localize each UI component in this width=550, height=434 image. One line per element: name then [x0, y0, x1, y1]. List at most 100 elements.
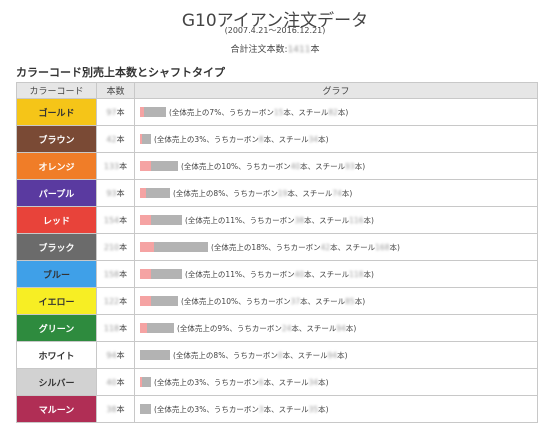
steel-count: 168: [375, 242, 390, 252]
note-prefix: (全体売上の10%、うちカーボン: [181, 296, 291, 306]
count-cell: 158本: [96, 260, 135, 288]
steel-count: 93: [345, 161, 355, 171]
carbon-count: 0: [277, 350, 283, 360]
total-orders: 合計注文本数:1411本: [0, 42, 550, 55]
share-note: (全体売上の10%、うちカーボン37本、スチール85本): [181, 297, 365, 306]
steel-count: 82: [328, 107, 338, 117]
carbon-bar: [140, 269, 151, 279]
note-suffix: 本): [318, 404, 329, 414]
count-unit: 本: [119, 269, 128, 279]
graph-cell: (全体売上の3%、うちカーボン6本、スチール34本): [134, 368, 538, 396]
share-bar: [140, 269, 182, 279]
table-row: グリーン 118本 (全体売上の9%、うちカーボン24本、スチール94本): [16, 314, 538, 342]
note-prefix: (全体売上の3%、うちカーボン: [154, 404, 259, 414]
count-value: 122: [103, 296, 120, 306]
table-header-row: カラーコード 本数 グラフ: [16, 82, 538, 99]
graph-cell: (全体売上の8%、うちカーボン19本、スチール74本): [134, 179, 538, 207]
table-row: ゴールド 97本 (全体売上の7%、うちカーボン15本、スチール82本): [16, 98, 538, 126]
carbon-count: 40: [290, 161, 301, 171]
count-unit: 本: [116, 377, 125, 387]
note-suffix: 本): [341, 188, 353, 198]
note-suffix: 本): [354, 296, 366, 306]
note-suffix: 本): [337, 350, 348, 360]
share-bar: [140, 107, 166, 117]
graph-cell: (全体売上の10%、うちカーボン37本、スチール85本): [134, 287, 538, 315]
carbon-bar: [140, 215, 151, 225]
total-unit: 本: [310, 45, 320, 55]
color-name: ブラック: [16, 233, 97, 261]
graph-cell: (全体売上の11%、うちカーボン38本、スチール116本): [134, 206, 538, 234]
share-bar: [140, 404, 151, 414]
count-value: 133: [103, 161, 120, 171]
share-note: (全体売上の7%、うちカーボン15本、スチール82本): [169, 108, 348, 117]
count-value: 93: [106, 188, 117, 198]
color-name: パープル: [16, 179, 97, 207]
count-unit: 本: [119, 242, 128, 252]
note-prefix: (全体売上の3%、うちカーボン: [154, 134, 259, 144]
table-row: ブラウン 42本 (全体売上の3%、うちカーボン8本、スチール34本): [16, 125, 538, 153]
carbon-bar: [140, 242, 154, 252]
section-title: カラーコード別売上本数とシャフトタイプ: [16, 66, 225, 79]
carbon-count: 3: [258, 404, 264, 414]
carbon-bar: [140, 296, 151, 306]
table-row: シルバー 40本 (全体売上の3%、うちカーボン6本、スチール34本): [16, 368, 538, 396]
note-prefix: (全体売上の9%、うちカーボン: [177, 323, 282, 333]
share-bar: [140, 296, 178, 306]
note-suffix: 本): [337, 107, 349, 117]
note-prefix: (全体売上の7%、うちカーボン: [169, 107, 274, 117]
share-bar: [140, 134, 151, 144]
table-row: イエロー 122本 (全体売上の10%、うちカーボン37本、スチール85本): [16, 287, 538, 315]
graph-cell: (全体売上の3%、うちカーボン8本、スチール34本): [134, 125, 538, 153]
count-unit: 本: [119, 296, 128, 306]
share-note: (全体売上の3%、うちカーボン6本、スチール34本): [154, 378, 329, 387]
count-unit: 本: [116, 188, 125, 198]
table-row: ブルー 158本 (全体売上の11%、うちカーボン40本、スチール118本): [16, 260, 538, 288]
note-suffix: 本): [354, 161, 366, 171]
count-cell: 40本: [96, 368, 135, 396]
carbon-bar: [140, 377, 142, 387]
note-mid: 本、スチール: [330, 242, 376, 252]
carbon-bar: [140, 107, 144, 117]
period-range: (2007.4.21〜2016.12.21): [224, 26, 326, 35]
table-row: オレンジ 133本 (全体売上の10%、うちカーボン40本、スチール93本): [16, 152, 538, 180]
note-mid: 本、スチール: [263, 134, 309, 144]
count-value: 154: [103, 215, 120, 225]
steel-count: 118: [349, 269, 364, 279]
note-mid: 本、スチール: [304, 269, 350, 279]
share-bar: [140, 323, 174, 333]
share-note: (全体売上の11%、うちカーボン38本、スチール116本): [185, 216, 374, 225]
note-mid: 本、スチール: [287, 188, 333, 198]
color-name: ゴールド: [16, 98, 97, 126]
count-unit: 本: [119, 215, 128, 225]
note-prefix: (全体売上の18%、うちカーボン: [211, 242, 321, 252]
steel-count: 94: [336, 323, 346, 333]
steel-count: 94: [327, 350, 338, 360]
graph-cell: (全体売上の3%、うちカーボン3本、スチール35本): [134, 395, 538, 423]
count-cell: 118本: [96, 314, 135, 342]
header-color-code: カラーコード: [16, 82, 97, 99]
note-mid: 本、スチール: [300, 161, 346, 171]
count-unit: 本: [119, 161, 128, 171]
carbon-count: 40: [294, 269, 305, 279]
page-title: G10アイアン注文データ: [181, 11, 369, 31]
carbon-count: 8: [258, 134, 264, 144]
count-value: 40: [106, 377, 117, 387]
count-unit: 本: [119, 323, 128, 333]
note-prefix: (全体売上の10%、うちカーボン: [181, 161, 291, 171]
share-bar: [140, 377, 151, 387]
carbon-bar: [140, 134, 142, 144]
color-name: オレンジ: [16, 152, 97, 180]
graph-cell: (全体売上の11%、うちカーボン40本、スチール118本): [134, 260, 538, 288]
carbon-bar: [140, 323, 147, 333]
carbon-count: 19: [277, 188, 288, 198]
count-unit: 本: [116, 404, 125, 414]
total-value: 1411: [287, 45, 311, 55]
color-name: マルーン: [16, 395, 97, 423]
note-mid: 本、スチール: [263, 404, 309, 414]
share-bar: [140, 188, 170, 198]
graph-cell: (全体売上の9%、うちカーボン24本、スチール94本): [134, 314, 538, 342]
count-cell: 133本: [96, 152, 135, 180]
count-cell: 38本: [96, 395, 135, 423]
count-cell: 97本: [96, 98, 135, 126]
graph-cell: (全体売上の10%、うちカーボン40本、スチール93本): [134, 152, 538, 180]
